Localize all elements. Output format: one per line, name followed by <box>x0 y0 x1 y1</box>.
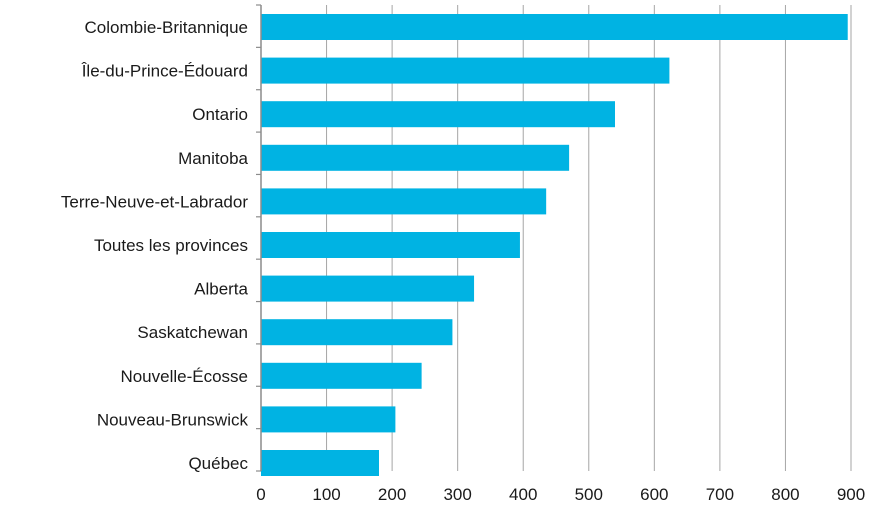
bar <box>261 406 396 433</box>
x-tick-label: 900 <box>837 485 865 504</box>
x-tick-label: 200 <box>378 485 406 504</box>
category-label: Île-du-Prince-Édouard <box>81 62 248 81</box>
category-label-layer: Colombie-Britannique Île-du-Prince-Édouar… <box>61 18 249 473</box>
category-label: Toutes les provinces <box>94 236 248 255</box>
category-label: Québec <box>188 454 248 473</box>
x-tick-label: 600 <box>640 485 668 504</box>
bar <box>261 232 520 258</box>
bar <box>261 450 379 476</box>
bar <box>261 362 422 389</box>
bar <box>261 57 670 84</box>
x-tick-label: 100 <box>312 485 340 504</box>
bar <box>261 14 848 40</box>
category-label: Nouvelle-Écosse <box>120 367 248 386</box>
category-label: Nouveau-Brunswick <box>97 410 249 429</box>
x-tick-label: 300 <box>443 485 471 504</box>
category-label: Ontario <box>192 105 248 124</box>
tick-label-layer: 0 100 200 300 400 500 600 700 800 900 <box>256 485 865 504</box>
bar <box>261 275 475 302</box>
bar <box>261 101 615 128</box>
bar <box>261 144 570 171</box>
category-label: Saskatchewan <box>137 323 248 342</box>
x-tick-label: 400 <box>509 485 537 504</box>
x-tick-label: 800 <box>771 485 799 504</box>
x-tick-label: 500 <box>575 485 603 504</box>
bar-layer <box>261 14 848 476</box>
category-label: Colombie-Britannique <box>85 18 248 37</box>
bar <box>261 188 547 215</box>
bar <box>261 319 453 346</box>
category-label: Manitoba <box>178 149 248 168</box>
x-tick-label: 0 <box>256 485 265 504</box>
x-tick-label: 700 <box>706 485 734 504</box>
axis-layer <box>256 4 262 472</box>
category-label: Alberta <box>194 280 248 299</box>
category-label: Terre-Neuve-et-Labrador <box>61 192 248 211</box>
